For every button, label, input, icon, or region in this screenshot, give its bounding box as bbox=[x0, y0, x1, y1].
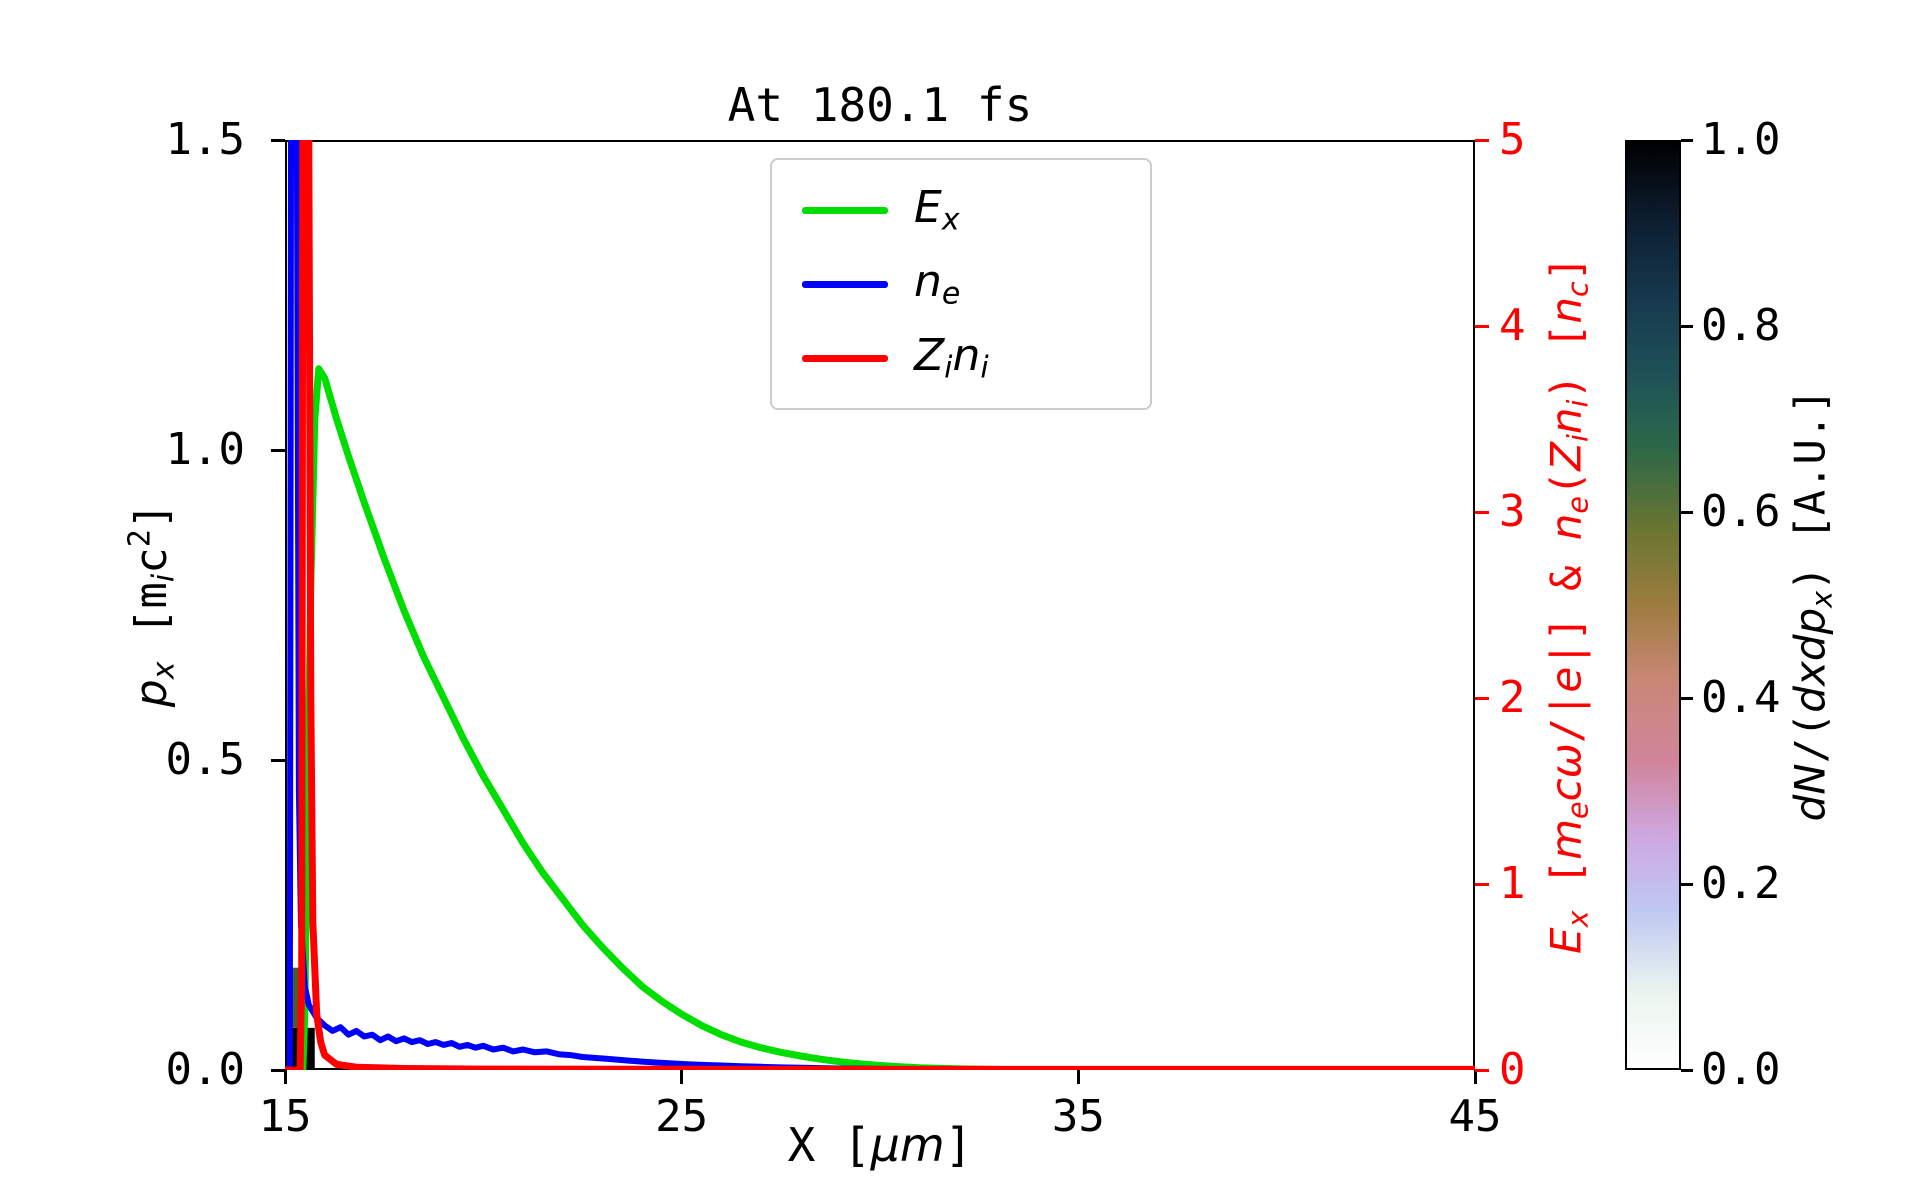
histogram-cell bbox=[290, 967, 301, 1028]
colorbar-tick-label: 0.6 bbox=[1701, 486, 1781, 537]
label-segment: n bbox=[914, 256, 942, 308]
label-segment: n bbox=[1541, 407, 1591, 435]
legend-swatch-E_x bbox=[802, 206, 888, 214]
label-segment: e bbox=[1560, 801, 1595, 820]
label-segment: ] bbox=[1541, 256, 1591, 282]
legend-item: Zini bbox=[802, 328, 1120, 388]
label-segment: e bbox=[941, 276, 961, 312]
colorbar-tick-label: 0.8 bbox=[1701, 300, 1781, 351]
x-tick-label: 45 bbox=[1448, 1091, 1502, 1142]
right-y-axis-label: Ex [mecω/|e|] & ne(Zini) [nc] bbox=[1541, 256, 1594, 954]
colorbar-tick-mark bbox=[1681, 882, 1693, 886]
label-segment: x bbox=[146, 661, 182, 680]
right-tick-mark bbox=[1475, 510, 1489, 514]
label-segment: c bbox=[125, 547, 177, 574]
left-tick-label: 1.0 bbox=[165, 424, 245, 475]
series-line-Z_i n_i bbox=[285, 140, 1475, 1070]
label-segment: [m bbox=[125, 582, 177, 662]
right-tick-mark bbox=[1475, 882, 1489, 886]
label-segment: X [ bbox=[787, 1118, 871, 1172]
colorbar-tick-mark bbox=[1681, 138, 1693, 142]
right-tick-mark bbox=[1475, 1068, 1489, 1072]
right-tick-label: 2 bbox=[1499, 672, 1526, 723]
colorbar-tick-label: 1.0 bbox=[1701, 114, 1781, 165]
x-tick-label: 15 bbox=[258, 1091, 312, 1142]
legend-item: Ex bbox=[802, 180, 1120, 240]
x-tick-mark bbox=[1076, 1070, 1080, 1084]
label-segment: i bbox=[1560, 434, 1595, 443]
legend-swatch-n_e bbox=[802, 280, 888, 288]
legend-swatch-Z_i n_i bbox=[802, 354, 888, 362]
colorbar-tick-label: 0.2 bbox=[1701, 858, 1781, 909]
label-segment: E bbox=[1541, 927, 1591, 954]
x-axis-label: X [μm] bbox=[285, 1118, 1475, 1172]
x-tick-mark bbox=[1473, 1070, 1477, 1084]
label-segment: μm bbox=[870, 1118, 945, 1172]
label-segment: |] & bbox=[1541, 540, 1591, 667]
label-segment: Z bbox=[1541, 442, 1591, 471]
label-segment: ] bbox=[125, 502, 177, 530]
legend-label: ne bbox=[914, 256, 960, 311]
left-tick-label: 1.5 bbox=[165, 114, 245, 165]
label-segment: p bbox=[125, 679, 177, 708]
left-y-axis-label: px [mic2] bbox=[123, 503, 182, 707]
colorbar-tick-mark bbox=[1681, 510, 1693, 514]
legend-label: Ex bbox=[914, 182, 960, 237]
label-segment: i bbox=[1560, 399, 1595, 408]
label-segment: c bbox=[1560, 281, 1595, 298]
colorbar-tick-label: 0.4 bbox=[1701, 672, 1781, 723]
colorbar-tick-mark bbox=[1681, 696, 1693, 700]
label-segment: m bbox=[1541, 819, 1591, 860]
right-tick-label: 1 bbox=[1499, 858, 1526, 909]
right-tick-label: 5 bbox=[1499, 114, 1526, 165]
colorbar-tick-mark bbox=[1681, 1068, 1693, 1072]
label-segment: Z bbox=[914, 330, 945, 382]
label-segment: ] bbox=[944, 1118, 973, 1172]
right-tick-label: 0 bbox=[1499, 1044, 1526, 1095]
x-tick-mark bbox=[680, 1070, 684, 1084]
label-segment: dN bbox=[1785, 763, 1835, 822]
left-tick-label: 0.5 bbox=[165, 734, 245, 785]
legend-label: Zini bbox=[914, 330, 989, 385]
plot-canvas bbox=[285, 140, 1475, 1070]
right-tick-label: 4 bbox=[1499, 300, 1526, 351]
label-segment: i bbox=[980, 350, 989, 386]
colorbar bbox=[1625, 140, 1681, 1070]
legend: Ex ne Zini bbox=[770, 158, 1152, 410]
label-segment: x bbox=[1560, 910, 1595, 928]
label-segment: i bbox=[146, 573, 182, 583]
colorbar-label: dN/(dxdpx) [A.U.] bbox=[1785, 389, 1838, 822]
x-tick-mark bbox=[283, 1070, 287, 1084]
right-tick-mark bbox=[1475, 696, 1489, 700]
series-line-E_x bbox=[285, 365, 1475, 1070]
left-tick-mark bbox=[271, 1068, 285, 1072]
left-tick-mark bbox=[271, 448, 285, 452]
label-segment: cω bbox=[1541, 743, 1591, 802]
right-tick-mark bbox=[1475, 138, 1489, 142]
label-segment: i bbox=[944, 350, 953, 386]
left-tick-label: 0.0 bbox=[165, 1044, 245, 1095]
x-tick-label: 25 bbox=[655, 1091, 709, 1142]
label-segment: n bbox=[952, 330, 981, 382]
chart-title: At 180.1 fs bbox=[727, 78, 1033, 132]
right-tick-label: 3 bbox=[1499, 486, 1526, 537]
label-segment: x bbox=[1804, 590, 1839, 608]
label-segment: E bbox=[914, 182, 942, 234]
left-tick-mark bbox=[271, 138, 285, 142]
left-tick-mark bbox=[271, 758, 285, 762]
colorbar-tick-label: 0.0 bbox=[1701, 1044, 1781, 1095]
colorbar-tick-mark bbox=[1681, 324, 1693, 328]
x-tick-label: 35 bbox=[1051, 1091, 1105, 1142]
label-segment: 2 bbox=[122, 529, 158, 548]
legend-item: ne bbox=[802, 254, 1120, 314]
right-tick-mark bbox=[1475, 324, 1489, 328]
label-segment: x bbox=[941, 202, 960, 238]
